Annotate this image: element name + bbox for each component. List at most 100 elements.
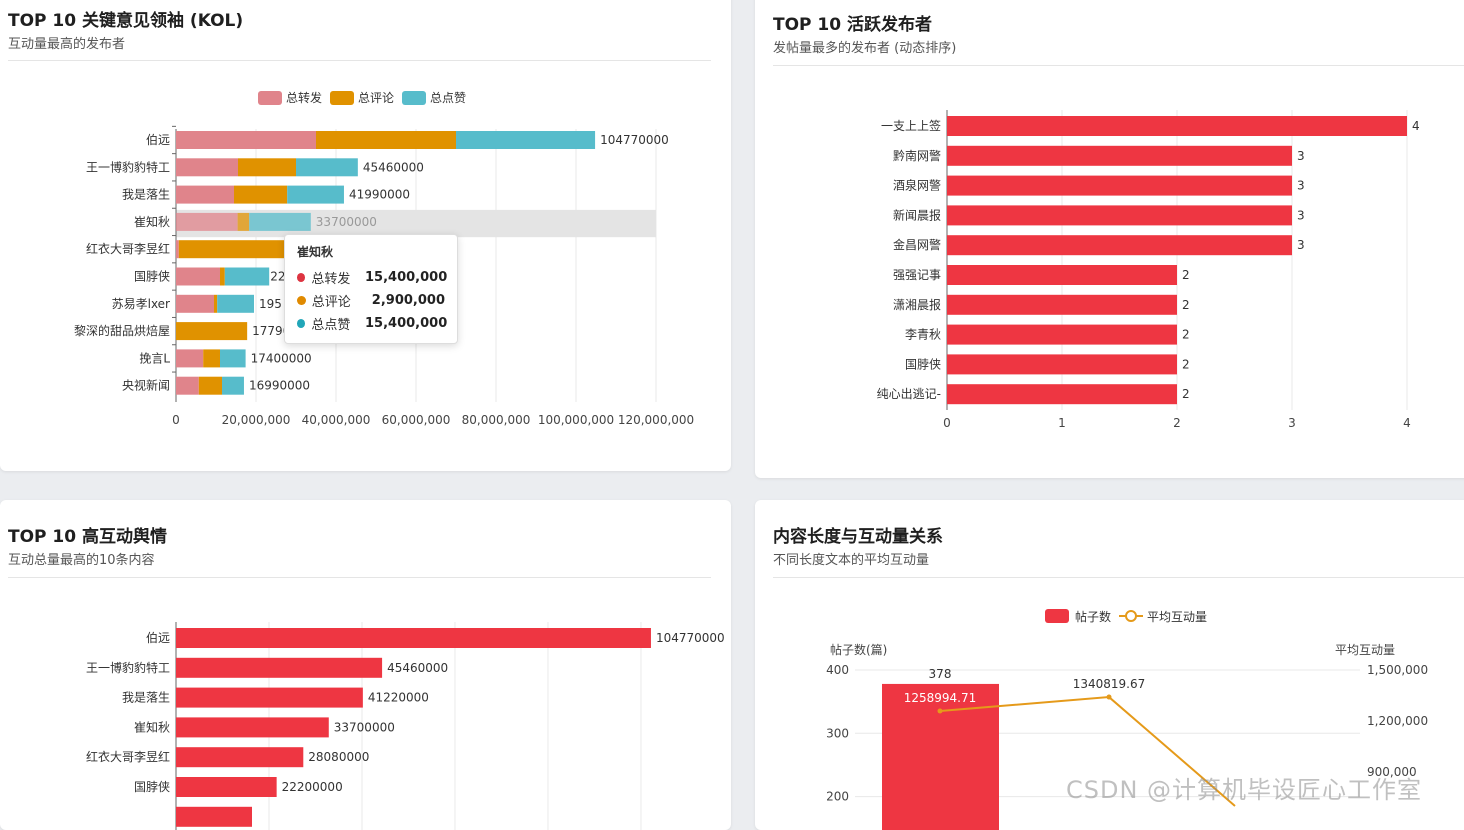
bar (947, 205, 1292, 226)
x-tick-label: 40,000,000 (302, 413, 371, 427)
bar-total-label: 41990000 (349, 188, 410, 202)
bar-total-label: 22 (270, 270, 285, 284)
bar-value-label: 4 (1412, 119, 1420, 133)
bar-segment (217, 294, 254, 313)
bar-segment (176, 376, 199, 395)
bar (947, 116, 1407, 136)
bar-segment (176, 240, 179, 259)
kol-chart[interactable]: 0 20,000,000 40,000,000 60,000,000 80,000,00… (0, 0, 731, 471)
tooltip-dot-repost (297, 273, 306, 282)
line-point (937, 708, 943, 714)
legend-label: 平均互动量 (1147, 610, 1207, 624)
y-category-label: 红衣大哥李昱红 (86, 749, 170, 764)
hot-divider (8, 577, 711, 578)
bar (947, 384, 1177, 405)
bar-value-label: 104770000 (656, 631, 725, 645)
bar-total-label: 16990000 (249, 379, 310, 393)
kol-subtitle: 互动量最高的发布者 (8, 37, 126, 52)
y-category-label: 苏易孝lxer (112, 297, 170, 311)
y-category-label: 潇湘晨报 (893, 297, 941, 312)
tooltip-value: 15,400,000 (365, 270, 448, 285)
x-tick-label: 120,000,000 (618, 413, 694, 427)
active-title: TOP 10 活跃发布者 (773, 15, 933, 35)
bar-total-label: 195 (259, 297, 282, 311)
bar (947, 324, 1177, 345)
legend-marker (1125, 610, 1137, 622)
line-point (1106, 694, 1112, 700)
bar (176, 806, 252, 827)
y-category-label: 红衣大哥李昱红 (86, 241, 170, 256)
legend-label: 总点赞 (430, 91, 466, 105)
y-category-label: 纯心出逃记- (877, 387, 941, 401)
hot-chart[interactable]: 伯远 104770000 王一博豹豹特工 45460000 我是落生 41220000 崔知… (0, 500, 731, 830)
y-left-tick-label: 300 (826, 726, 849, 740)
tooltip-row: 总转发 15,400,000 (297, 266, 448, 289)
y-right-tick-label: 1,200,000 (1367, 714, 1428, 728)
x-tick-label: 0 (943, 416, 951, 430)
bar (947, 235, 1292, 256)
bar-value-label: 3 (1297, 208, 1305, 222)
bar (882, 683, 999, 830)
x-tick-label: 2 (1173, 416, 1181, 430)
bar-segment (220, 349, 246, 368)
y-right-axis-title: 平均互动量 (1335, 643, 1395, 657)
bar-value-label: 378 (929, 667, 952, 681)
bar-value-label: 2 (1182, 298, 1190, 312)
bar-value-label: 2 (1182, 268, 1190, 282)
y-category-label: 李青秋 (905, 327, 941, 342)
tooltip-value: 2,900,000 (371, 293, 445, 308)
y-category-label: 我是落生 (122, 188, 170, 202)
y-category-label: 伯远 (146, 132, 170, 147)
y-category-label: 强强记事 (893, 268, 941, 282)
y-category-label: 挽言L (139, 351, 170, 365)
y-category-label: 国脖侠 (905, 357, 941, 371)
legend-label: 总转发 (286, 90, 322, 105)
hot-subtitle: 互动总量最高的10条内容 (8, 553, 155, 568)
bar-value-label: 22200000 (282, 780, 343, 794)
bar (947, 175, 1292, 196)
bar-value-label: 3 (1297, 149, 1305, 163)
legend-label: 帖子数 (1075, 609, 1111, 624)
bar-segment (287, 185, 344, 204)
length-divider (773, 577, 1464, 578)
bar-value-label: 45460000 (387, 661, 448, 675)
legend-swatch (1045, 609, 1069, 623)
y-category-label: 崔知秋 (134, 720, 170, 734)
bar-segment (234, 185, 288, 204)
y-left-axis-title: 帖子数(篇) (830, 642, 887, 657)
bar-segment (249, 212, 311, 231)
bar-segment (456, 131, 596, 149)
y-right-tick-label: 900,000 (1367, 765, 1417, 779)
bar-value-label: 2 (1182, 387, 1190, 401)
legend-swatch (258, 91, 282, 105)
bar-segment (296, 158, 358, 177)
kol-card: TOP 10 关键意见领袖 (KOL) 互动量最高的发布者 0 20,000,00… (0, 0, 731, 471)
tooltip-name: 总点赞 (311, 318, 351, 333)
bar-segment (176, 158, 238, 177)
y-category-label: 黎深的甜品烘焙屋 (74, 323, 170, 338)
bar-segment (176, 212, 238, 231)
line-value-label: 1340819.67 (1073, 677, 1146, 691)
active-card: TOP 10 活跃发布者 发帖量最多的发布者 (动态排序) 0 1 2 3 4 一支上上签… (755, 0, 1464, 478)
bar-segment (238, 158, 296, 177)
bar-segment (176, 185, 234, 204)
bar (947, 294, 1177, 315)
bar-value-label: 2 (1182, 357, 1190, 371)
bar-segment (214, 294, 218, 313)
bar-segment (176, 131, 316, 149)
y-category-label: 王一博豹豹特工 (86, 159, 170, 174)
bar (176, 777, 277, 797)
y-category-label: 央视新闻 (122, 378, 170, 393)
y-left-tick-label: 200 (826, 790, 849, 804)
bar (176, 657, 383, 678)
y-category-label: 我是落生 (122, 691, 170, 705)
y-category-label: 黔南网警 (893, 148, 941, 163)
tooltip-name: 总转发 (311, 272, 351, 287)
active-chart[interactable]: 0 1 2 3 4 一支上上签 4 黔南网警 3 酒泉网警 3 新闻晨报 3 金昌网警 3 强强记事 2 潇湘晨报… (755, 0, 1464, 478)
bar (947, 354, 1177, 375)
bar-segment (176, 349, 204, 368)
bar-segment (178, 240, 286, 259)
bar-segment (198, 376, 222, 395)
x-tick-label: 1 (1058, 416, 1066, 430)
